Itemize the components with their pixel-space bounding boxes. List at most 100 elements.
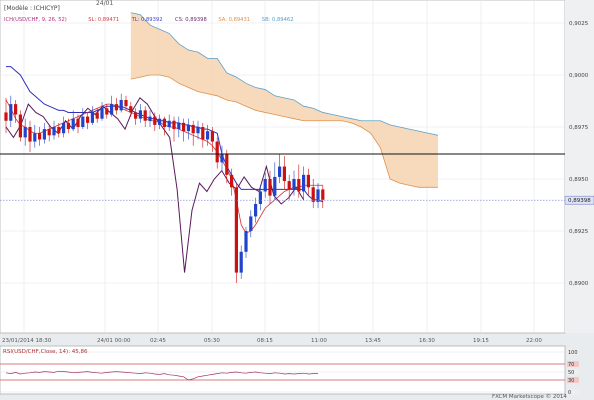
candle-body — [33, 133, 37, 142]
candle-body — [100, 108, 104, 119]
y-tick-label: 0,8900 — [569, 281, 589, 287]
x-tick-label: 16:30 — [419, 338, 435, 344]
candle — [225, 149, 229, 184]
price-axis-background — [565, 0, 594, 333]
candle — [81, 108, 85, 130]
candle-body — [57, 127, 61, 134]
candle — [182, 118, 186, 142]
candle-body — [9, 104, 13, 121]
candle — [263, 172, 267, 198]
candle-body — [206, 131, 210, 140]
y-tick-label: 0,8975 — [569, 125, 589, 131]
rsi-tick-box — [567, 361, 579, 367]
candle-body — [287, 181, 291, 190]
rsi-label: RSI(USD/CHF,Close, 14): 45,86 — [3, 349, 88, 355]
candle — [177, 116, 181, 138]
candle-body — [119, 99, 123, 111]
candle — [311, 179, 315, 209]
candle-body — [191, 124, 195, 134]
candle-body — [273, 176, 277, 196]
candle — [66, 118, 70, 134]
rsi-tick-label: 50 — [568, 370, 574, 376]
candlestick-series — [4, 93, 325, 283]
candle-body — [28, 127, 32, 142]
candle — [148, 110, 152, 127]
candle-body — [95, 112, 99, 119]
candle-body — [210, 131, 214, 142]
candle-body — [110, 104, 114, 115]
candle-body — [90, 112, 94, 123]
candle-body — [234, 187, 238, 273]
candle — [95, 108, 99, 123]
candle — [143, 106, 147, 127]
rsi-tick-label: 30 — [568, 378, 574, 384]
candle — [292, 170, 296, 196]
candle — [124, 95, 128, 111]
candle-body — [316, 189, 320, 202]
ichimoku-cloud — [130, 12, 439, 188]
candle-body — [297, 179, 301, 192]
legend-item: SL: 0,89471 — [88, 17, 119, 23]
rsi-tick-box — [567, 389, 579, 395]
indicator-legend: ICH(USD/CHF, 9, 26, 52) SL: 0,89471 TL: 0,… — [4, 17, 294, 23]
y-tick-label: 0,9000 — [569, 73, 589, 79]
x-tick-label: 02:45 — [150, 338, 166, 344]
candle — [134, 108, 138, 125]
candle — [302, 166, 306, 200]
legend-item: CS: 0,89398 — [175, 17, 207, 23]
candle — [114, 97, 118, 115]
candle-body — [321, 189, 325, 200]
candle — [210, 127, 214, 152]
rsi-line — [5, 370, 318, 381]
candle — [23, 118, 27, 146]
rsi-tick-label: 70 — [568, 362, 574, 368]
candle — [129, 102, 133, 117]
candle — [62, 116, 66, 138]
candle — [297, 164, 301, 198]
candle — [321, 185, 325, 209]
candle-body — [254, 203, 258, 217]
candle — [220, 145, 224, 171]
candle-body — [177, 122, 181, 130]
candle-body — [306, 174, 310, 188]
candle — [254, 197, 258, 223]
y-tick-label: 0,8950 — [569, 177, 589, 183]
legend-item: SB: 0,89462 — [262, 17, 294, 23]
candle — [196, 120, 200, 140]
candle — [138, 104, 142, 123]
candle-body — [292, 179, 296, 190]
candle-body — [148, 116, 152, 121]
chart-title: [Modèle : ICHICYP] — [4, 5, 60, 12]
candle — [14, 99, 18, 123]
candle-body — [81, 116, 85, 127]
x-tick-label: 05:30 — [204, 338, 220, 344]
candle-body — [38, 133, 42, 140]
candle — [273, 162, 277, 200]
y-tick-label: 0,8925 — [569, 229, 589, 235]
x-tick-label: 22:00 — [526, 338, 542, 344]
candle-body — [153, 116, 157, 125]
candle-body — [196, 127, 200, 134]
rsi-tick-label: 100 — [568, 350, 578, 356]
candle-body — [182, 122, 186, 132]
candle — [186, 118, 190, 140]
candle-body — [86, 116, 90, 123]
candle-body — [263, 179, 267, 192]
legend-item: SA: 0,89431 — [218, 17, 250, 23]
candle — [47, 124, 51, 142]
candle-body — [114, 104, 118, 111]
x-tick-label: 13:45 — [365, 338, 381, 344]
candle-body — [4, 112, 8, 121]
candle-body — [14, 104, 18, 115]
candle-body — [105, 108, 109, 115]
senkou-a-line — [130, 74, 438, 188]
x-tick-label: 08:15 — [257, 338, 273, 344]
candle — [52, 120, 56, 140]
candle — [38, 127, 42, 146]
candle — [76, 114, 80, 134]
candle-body — [249, 216, 253, 231]
candle-body — [258, 191, 262, 204]
legend-item: ICH(USD/CHF, 9, 26, 52) — [4, 17, 67, 23]
